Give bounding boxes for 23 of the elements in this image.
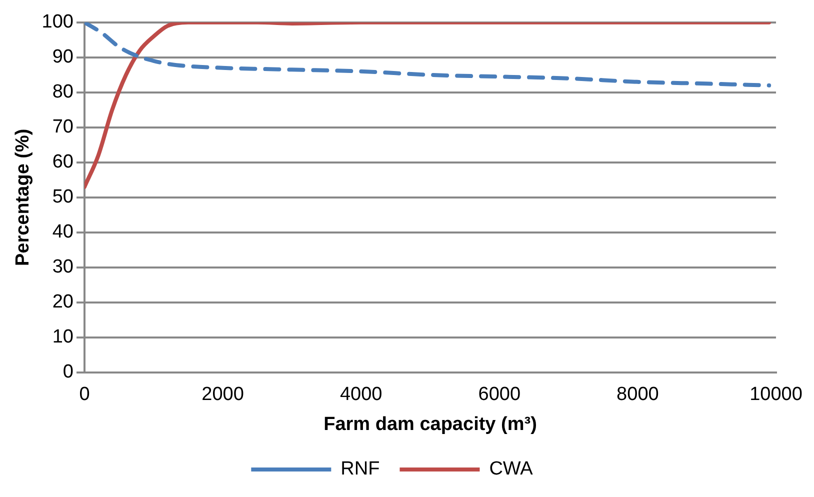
- y-tick-label: 100: [42, 12, 74, 33]
- y-tick-label: 90: [52, 46, 74, 68]
- y-tick-label: 40: [52, 222, 74, 243]
- x-tick-label: 10000: [750, 384, 802, 406]
- y-tick-label: 70: [52, 116, 74, 138]
- x-tick-label: 0: [79, 384, 90, 406]
- line-series: [84, 22, 772, 189]
- y-tick-label: 50: [52, 186, 74, 208]
- x-tick-label: 2000: [202, 384, 244, 406]
- legend-label: CWA: [489, 458, 534, 480]
- line-series: [84, 22, 772, 88]
- y-tick-label: 80: [52, 82, 74, 103]
- y-tick-label: 20: [52, 292, 74, 313]
- y-tick-label: 30: [52, 256, 74, 278]
- x-tick-label: 8000: [616, 384, 659, 406]
- y-axis-title: Percentage (%): [12, 128, 34, 266]
- legend-label: RNF: [340, 458, 380, 480]
- y-tick-label: 60: [52, 152, 74, 173]
- y-tick-label: 10: [52, 326, 74, 348]
- x-tick-label: 6000: [478, 384, 521, 406]
- x-axis-title: Farm dam capacity (m³): [324, 414, 537, 435]
- x-tick-label: 4000: [340, 384, 382, 406]
- y-tick-label: 0: [62, 362, 74, 383]
